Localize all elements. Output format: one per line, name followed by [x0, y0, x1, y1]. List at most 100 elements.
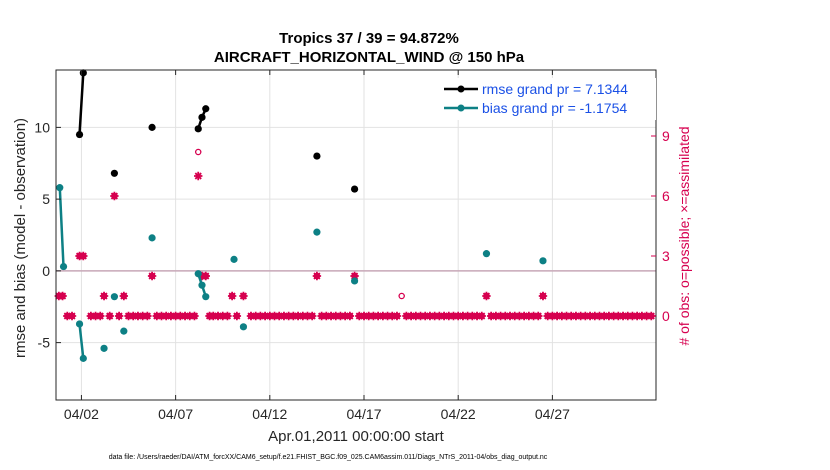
rmse-point [110, 169, 118, 177]
obs-assimilated-marker [359, 311, 369, 321]
obs-assimilated-marker [571, 311, 581, 321]
obs-assimilated-marker [637, 311, 647, 321]
obs-assimilated-marker [246, 311, 256, 321]
obs-assimilated-marker [355, 311, 364, 321]
obs-assimilated-marker [552, 311, 562, 321]
obs-assimilated-marker [96, 311, 105, 321]
obs-assimilated-marker [147, 271, 157, 281]
obs-assimilated-marker [435, 311, 444, 321]
legend-rmse-label: rmse grand pr = 7.1344 [482, 81, 628, 97]
obs-assimilated-marker [190, 311, 199, 321]
obs-assimilated-marker [180, 311, 190, 321]
obs-assimilated-marker [279, 311, 289, 321]
obs-assimilated-marker [421, 311, 430, 321]
obs-assimilated-marker [534, 311, 543, 321]
obs-assimilated-marker [567, 311, 576, 321]
right-axis-label: # of obs: o=possible; ×=assimilated [676, 126, 692, 345]
bias-point [100, 344, 108, 352]
obs-assimilated-marker [632, 311, 642, 321]
obs-assimilated-marker [133, 311, 143, 321]
rmse-point [198, 113, 206, 121]
right-tick-label: 9 [662, 128, 670, 144]
obs-assimilated-marker [91, 311, 100, 321]
obs-assimilated-marker [444, 311, 453, 321]
obs-assimilated-marker [364, 311, 373, 321]
obs-assimilated-marker [124, 311, 133, 321]
obs-assimilated-marker [260, 311, 270, 321]
obs-assimilated-marker [599, 311, 609, 321]
obs-assimilated-marker [538, 291, 548, 301]
obs-assimilated-marker [232, 311, 242, 321]
obs-assimilated-marker [317, 311, 326, 321]
obs-assimilated-marker [439, 311, 449, 321]
obs-assimilated-marker [114, 311, 124, 321]
rmse-point [148, 123, 156, 131]
y-axis-label: rmse and bias (model - observation) [12, 118, 29, 358]
obs-assimilated-marker [265, 311, 275, 321]
legend-rmse-marker [457, 85, 465, 93]
legend-bias-label: bias grand pr = -1.1754 [482, 100, 627, 116]
bias-point [539, 257, 547, 265]
bias-point [56, 184, 64, 192]
obs-assimilated-marker [99, 291, 109, 301]
obs-assimilated-marker [430, 311, 439, 321]
bias-point [230, 255, 238, 263]
data-file-footnote: data file: /Users/raeder/DAI/ATM_forcXX/… [109, 454, 548, 461]
obs-assimilated-marker [468, 311, 477, 321]
bias-point [350, 277, 359, 285]
x-axis-ticks: 04/02 04/07 04/12 04/17 04/22 04/27 [64, 70, 570, 422]
obs-assimilated-marker [289, 311, 298, 321]
y-tick-label: 0 [42, 263, 50, 279]
obs-assimilated-marker [67, 311, 77, 321]
obs-assimilated-marker [453, 311, 463, 321]
x-axis-label: Apr.01,2011 00:00:00 start [268, 428, 445, 445]
bias-point [482, 250, 491, 258]
y-axis-ticks: 10 5 0 -5 [34, 119, 61, 351]
plot-area [55, 69, 657, 401]
x-tick-label: 04/17 [346, 406, 381, 422]
obs-assimilated-marker [557, 311, 567, 321]
obs-assimilated-marker [176, 311, 185, 321]
obs-assimilated-marker [604, 311, 614, 321]
obs-assimilated-marker [383, 311, 392, 321]
obs-assimilated-marker [166, 311, 176, 321]
obs-assimilated-marker [482, 291, 491, 301]
obs-assimilated-marker [251, 311, 260, 321]
obs-assimilated-marker [194, 171, 203, 181]
obs-assimilated-marker [138, 311, 147, 321]
obs-assimilated-marker [642, 311, 651, 321]
obs-assimilated-marker [623, 311, 632, 321]
rmse-point [313, 152, 321, 160]
bias-point [194, 270, 202, 278]
x-tick-label: 04/27 [535, 406, 570, 422]
bias-point [79, 354, 87, 362]
obs-assimilated-marker [369, 311, 378, 321]
rmse-point [194, 125, 202, 133]
obs-assimilated-marker [326, 311, 336, 321]
x-tick-label: 04/07 [158, 406, 193, 422]
obs-assimilated-marker [119, 291, 129, 301]
obs-assimilated-marker [105, 311, 114, 321]
obs-count-markers [54, 148, 656, 321]
obs-assimilated-marker [336, 311, 345, 321]
obs-assimilated-marker [239, 291, 248, 301]
obs-assimilated-marker [590, 311, 599, 321]
obs-assimilated-marker [201, 271, 210, 281]
obs-assimilated-marker [491, 311, 501, 321]
obs-assimilated-marker [411, 311, 421, 321]
right-tick-label: 3 [662, 248, 670, 264]
obs-assimilated-marker [472, 311, 482, 321]
obs-assimilated-marker [157, 311, 166, 321]
obs-assimilated-marker [293, 311, 303, 321]
legend-box [440, 78, 656, 120]
obs-assimilated-marker [595, 311, 604, 321]
obs-assimilated-marker [529, 311, 538, 321]
x-tick-label: 04/12 [252, 406, 287, 422]
obs-assimilated-marker [171, 311, 180, 321]
obs-assimilated-marker [388, 311, 397, 321]
right-axis-ticks: 0 3 6 9 [651, 128, 670, 324]
obs-assimilated-marker [275, 311, 284, 321]
bias-line [60, 188, 543, 359]
right-tick-label: 6 [662, 188, 670, 204]
